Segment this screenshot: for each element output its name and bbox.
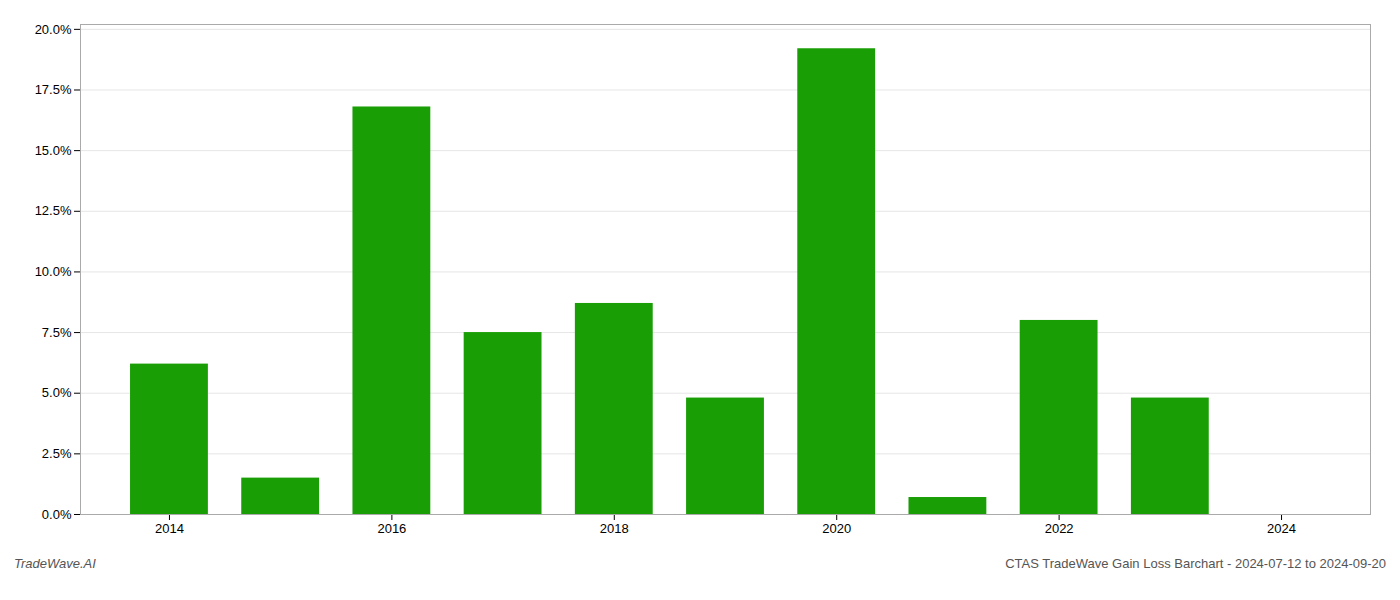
svg-text:2016: 2016 [377,521,406,536]
svg-text:0.0%: 0.0% [42,507,72,522]
html-text:CTAS TradeWave Gain Loss Barch: CTAS TradeWave Gain Loss Barchart - 2024… [1005,556,1386,571]
svg-text:2018: 2018 [600,521,629,536]
svg-text:2020: 2020 [822,521,851,536]
svg-text:2024: 2024 [1267,521,1296,536]
html-text:TradeWave.AI: TradeWave.AI [14,556,96,571]
svg-text:10.0%: 10.0% [35,264,72,279]
svg-text:7.5%: 7.5% [42,325,72,340]
svg-text:2.5%: 2.5% [42,446,72,461]
svg-text:5.0%: 5.0% [42,385,72,400]
svg-text:20.0%: 20.0% [35,22,72,37]
svg-text:17.5%: 17.5% [35,82,72,97]
svg-text:2014: 2014 [155,521,184,536]
svg-text:12.5%: 12.5% [35,203,72,218]
svg-text:15.0%: 15.0% [35,143,72,158]
svg-text:2022: 2022 [1045,521,1074,536]
